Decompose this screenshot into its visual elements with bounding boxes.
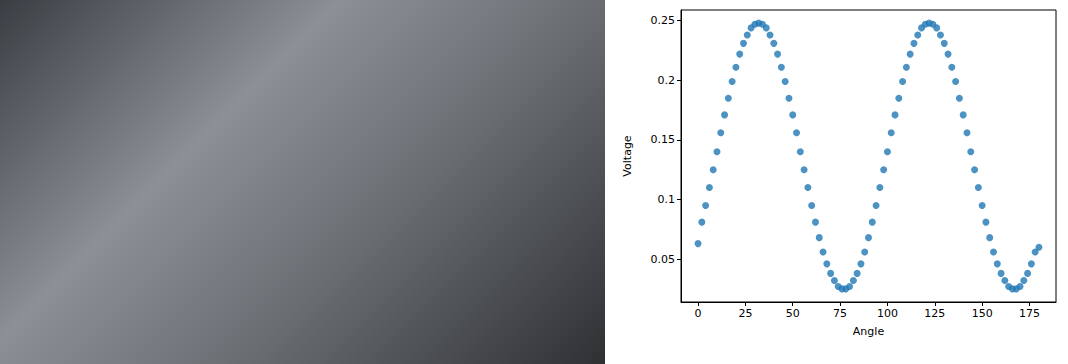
svg-text:150: 150	[972, 307, 993, 320]
svg-text:0.2: 0.2	[658, 74, 676, 87]
svg-text:0.1: 0.1	[658, 193, 676, 206]
svg-text:0.05: 0.05	[651, 253, 676, 266]
svg-text:Angle: Angle	[853, 325, 885, 338]
svg-text:175: 175	[1019, 307, 1040, 320]
svg-text:0: 0	[695, 307, 702, 320]
svg-text:0.15: 0.15	[651, 133, 676, 146]
svg-text:125: 125	[924, 307, 945, 320]
svg-text:50: 50	[786, 307, 800, 320]
svg-text:75: 75	[833, 307, 847, 320]
svg-text:25: 25	[738, 307, 752, 320]
svg-text:100: 100	[877, 307, 898, 320]
svg-text:0.25: 0.25	[651, 14, 676, 27]
svg-text:Voltage: Voltage	[621, 135, 634, 176]
